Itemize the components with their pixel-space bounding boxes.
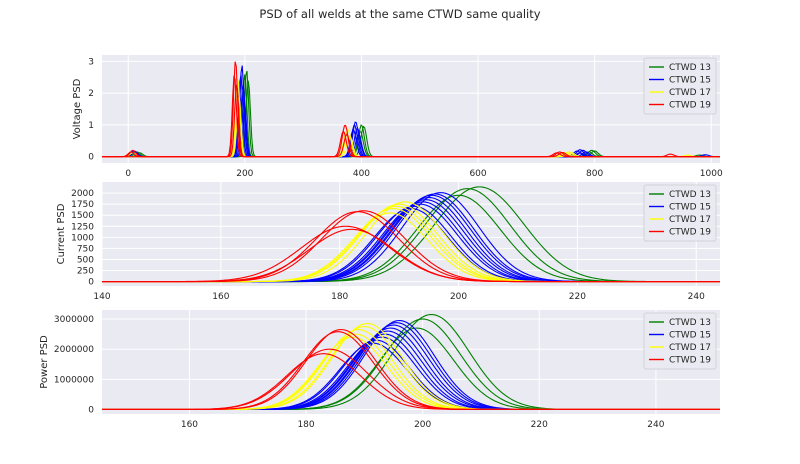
plot-area — [102, 55, 720, 163]
series-lines — [102, 61, 720, 158]
series-lines — [102, 186, 720, 283]
legend-label: CTWD 13 — [669, 63, 711, 73]
legend-label: CTWD 15 — [669, 331, 711, 341]
series-line — [102, 228, 720, 283]
legend-label: CTWD 17 — [669, 88, 711, 98]
series-lines — [102, 313, 720, 411]
y-axis-label: Voltage PSD — [72, 78, 83, 139]
y-tick-label: 0 — [88, 278, 94, 288]
subplot-3: 160 180 200 220 240 0 1000000 2000000 3000000 Pow… — [39, 310, 720, 430]
legend-label: CTWD 17 — [669, 343, 711, 353]
x-tick-label: 200 — [450, 292, 467, 302]
y-tick-label: 3000000 — [54, 315, 94, 325]
x-tick-label: 240 — [647, 420, 664, 430]
legend-frame — [643, 57, 717, 115]
y-tick-label: 1250 — [71, 222, 94, 232]
legend: CTWD 13 CTWD 15 CTWD 17 CTWD 19 — [643, 312, 717, 370]
y-tick-label: 2 — [88, 89, 94, 99]
y-tick-label: 1000 — [71, 233, 94, 243]
legend: CTWD 13 CTWD 15 CTWD 17 CTWD 19 — [643, 184, 717, 242]
x-tick-label: 400 — [353, 169, 370, 179]
x-tick-label: 160 — [212, 292, 229, 302]
y-tick-label: 1000000 — [54, 375, 94, 385]
x-tick-label: 800 — [586, 169, 603, 179]
x-tick-label: 140 — [93, 292, 110, 302]
y-tick-label: 2000 — [71, 189, 94, 199]
y-tick-label: 250 — [77, 267, 94, 277]
legend-label: CTWD 13 — [669, 318, 711, 328]
legend-label: CTWD 15 — [669, 76, 711, 86]
x-tick-label: 240 — [688, 292, 705, 302]
x-tick-label: 200 — [236, 169, 253, 179]
y-tick-label: 750 — [77, 244, 94, 254]
x-tick-label: 600 — [469, 169, 486, 179]
x-tick-label: 180 — [297, 420, 314, 430]
y-tick-label: 2000000 — [54, 345, 94, 355]
legend-frame — [643, 184, 717, 242]
y-tick-label: 1750 — [71, 200, 94, 210]
legend-label: CTWD 13 — [669, 190, 711, 200]
x-tick-label: 1000 — [700, 169, 723, 179]
x-tick-label: 180 — [331, 292, 348, 302]
y-axis-label: Current PSD — [56, 203, 67, 264]
legend-label: CTWD 17 — [669, 215, 711, 225]
y-tick-label: 0 — [88, 153, 94, 163]
x-tick-label: 220 — [569, 292, 586, 302]
y-axis-label: Power PSD — [39, 335, 50, 389]
x-tick-label: 160 — [181, 420, 198, 430]
y-tick-label: 500 — [77, 255, 94, 265]
x-tick-label: 0 — [125, 169, 131, 179]
legend-label: CTWD 19 — [669, 101, 711, 111]
figure-title: PSD of all welds at the same CTWD same q… — [259, 7, 540, 21]
x-tick-label: 220 — [531, 420, 548, 430]
legend: CTWD 13 CTWD 15 CTWD 17 CTWD 19 — [643, 57, 717, 115]
series-line — [102, 353, 720, 411]
y-tick-label: 0 — [88, 405, 94, 415]
plot-area — [102, 182, 720, 286]
y-tick-label: 1500 — [71, 211, 94, 221]
legend-frame — [643, 312, 717, 370]
legend-label: CTWD 15 — [669, 203, 711, 213]
y-tick-label: 1 — [88, 121, 94, 131]
x-tick-label: 200 — [414, 420, 431, 430]
y-tick-label: 3 — [88, 57, 94, 67]
legend-label: CTWD 19 — [669, 356, 711, 366]
series-line — [102, 84, 720, 158]
legend-label: CTWD 19 — [669, 228, 711, 238]
